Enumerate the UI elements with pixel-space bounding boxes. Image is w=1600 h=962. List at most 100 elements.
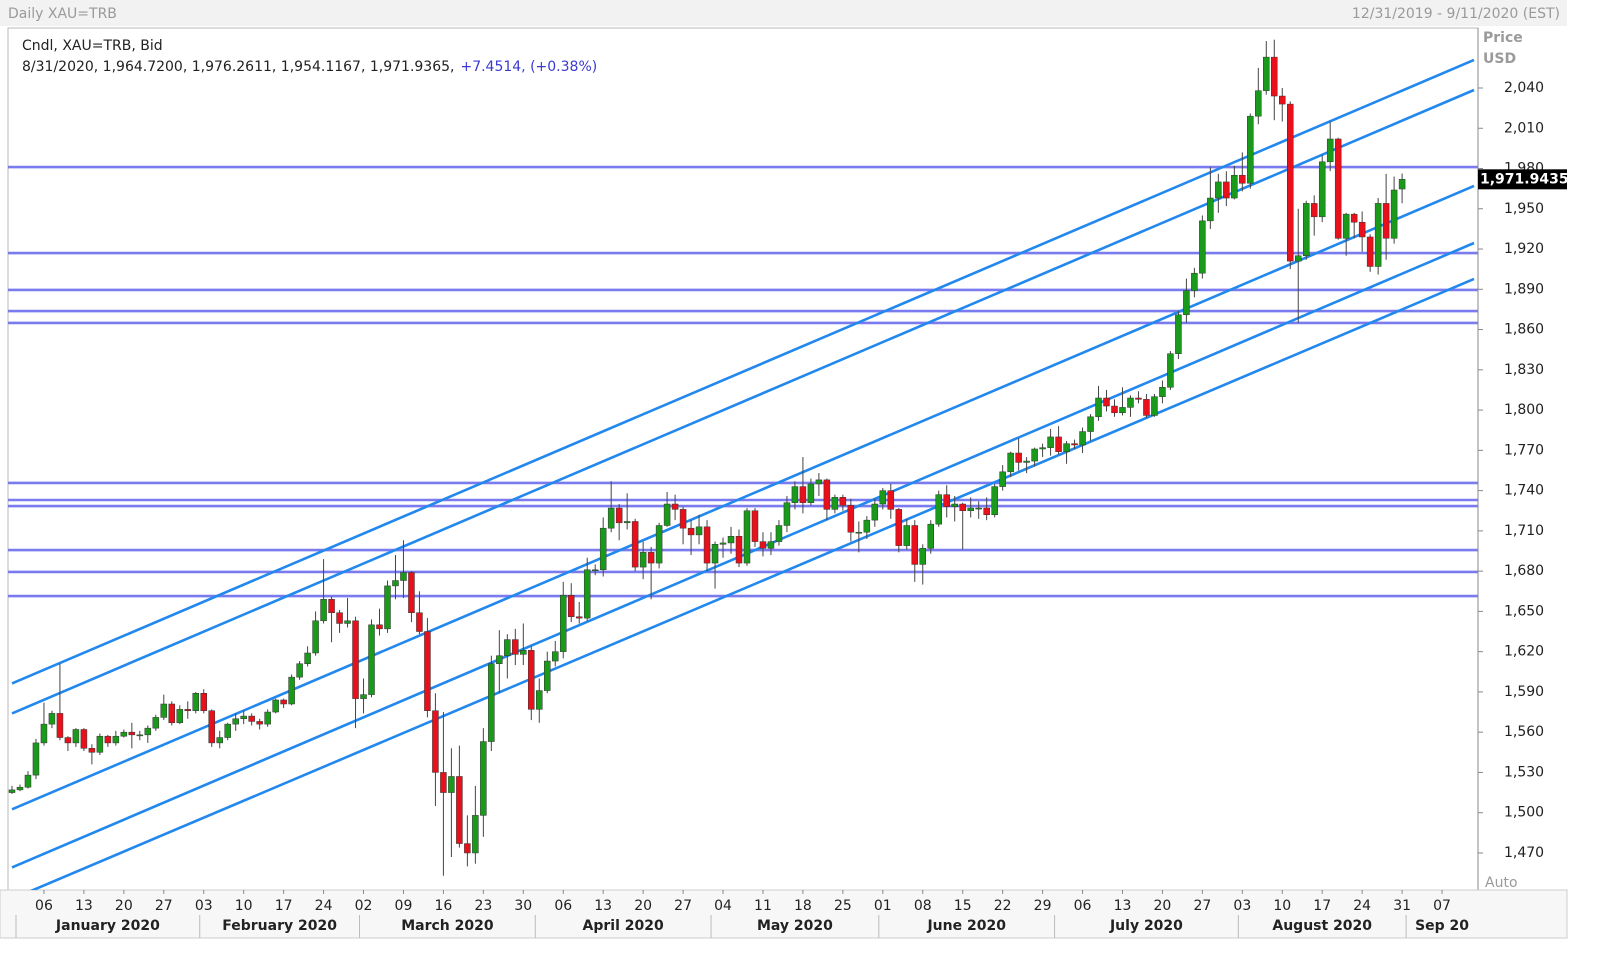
candle-body bbox=[184, 709, 192, 711]
x-tick-label: 20 bbox=[115, 898, 133, 914]
candle-body bbox=[1111, 405, 1118, 414]
candle-body bbox=[1350, 213, 1358, 223]
candle-body bbox=[1119, 407, 1126, 414]
y-tick-label: 1,500 bbox=[1504, 805, 1544, 821]
candle-body bbox=[544, 660, 551, 691]
x-tick-label: 10 bbox=[235, 898, 253, 914]
last-price-label: 1,971.9435 bbox=[1480, 171, 1569, 187]
candle-body bbox=[935, 494, 942, 525]
candle-body bbox=[1310, 203, 1318, 218]
channel-line bbox=[11, 241, 1475, 869]
month-label: Sep 20 bbox=[1415, 918, 1469, 934]
candle-body bbox=[472, 815, 479, 854]
x-tick-label: 31 bbox=[1393, 898, 1411, 914]
candle-body bbox=[432, 710, 439, 773]
x-tick-label: 11 bbox=[754, 898, 772, 914]
candle-body bbox=[1342, 213, 1350, 239]
candle-body bbox=[967, 507, 974, 511]
y-tick-label: 1,680 bbox=[1504, 563, 1544, 579]
y-tick-label: 1,650 bbox=[1504, 603, 1544, 619]
candle-body bbox=[144, 727, 152, 736]
x-tick-label: 25 bbox=[834, 898, 852, 914]
candle-body bbox=[807, 483, 815, 503]
candle-body bbox=[591, 569, 599, 572]
y-tick-label: 1,590 bbox=[1504, 684, 1544, 700]
candle-body bbox=[136, 734, 144, 737]
candle-body bbox=[192, 693, 199, 711]
candle-body bbox=[607, 507, 615, 529]
y-tick-label: 1,890 bbox=[1504, 281, 1544, 297]
x-tick-label: 24 bbox=[1353, 898, 1371, 914]
x-tick-label: 16 bbox=[434, 898, 452, 914]
month-label: June 2020 bbox=[926, 918, 1006, 934]
candle-body bbox=[1318, 161, 1326, 218]
candle-body bbox=[400, 572, 407, 581]
candle-body bbox=[1135, 397, 1142, 400]
x-tick-label: 17 bbox=[275, 898, 293, 914]
candle-body bbox=[216, 737, 223, 744]
candle-body bbox=[376, 624, 383, 630]
candle-body bbox=[552, 651, 559, 662]
x-tick-label: 23 bbox=[474, 898, 492, 914]
candle-body bbox=[480, 741, 487, 816]
candle-body bbox=[583, 569, 591, 619]
candle-body bbox=[1398, 179, 1406, 190]
y-tick-label: 1,830 bbox=[1504, 362, 1544, 378]
candle-body bbox=[424, 631, 431, 711]
candle-body bbox=[512, 639, 519, 655]
candle-body bbox=[1007, 452, 1014, 473]
x-tick-label: 13 bbox=[75, 898, 93, 914]
candle-body bbox=[903, 525, 911, 546]
x-tick-label: 27 bbox=[1193, 898, 1211, 914]
candle-body bbox=[1015, 452, 1022, 463]
candle-body bbox=[751, 510, 759, 542]
candle-body bbox=[1390, 189, 1398, 239]
candle-body bbox=[520, 650, 527, 655]
candle-body bbox=[943, 494, 950, 507]
candle-body bbox=[711, 544, 719, 564]
candle-body bbox=[783, 502, 791, 526]
candle-body bbox=[1223, 181, 1230, 199]
candle-body bbox=[16, 786, 24, 791]
candle-body bbox=[368, 624, 375, 695]
x-axis-band bbox=[0, 889, 1568, 939]
x-tick-label: 20 bbox=[1154, 898, 1172, 914]
x-tick-label: 07 bbox=[1433, 898, 1451, 914]
x-tick-label: 22 bbox=[994, 898, 1012, 914]
candle-body bbox=[360, 694, 367, 699]
candle-body bbox=[32, 742, 40, 776]
y-tick-label: 1,530 bbox=[1504, 764, 1544, 780]
x-tick-label: 10 bbox=[1273, 898, 1291, 914]
y-tick-label: 1,470 bbox=[1504, 845, 1544, 861]
candle-body bbox=[1247, 115, 1254, 184]
candle-body bbox=[623, 521, 631, 524]
candle-body bbox=[320, 599, 327, 622]
candle-body bbox=[655, 525, 663, 564]
y-tick-label: 2,010 bbox=[1504, 120, 1544, 136]
candle-body bbox=[767, 541, 775, 549]
candle-body bbox=[24, 774, 32, 788]
candle-body bbox=[1095, 397, 1102, 418]
x-tick-label: 06 bbox=[35, 898, 53, 914]
candle-body bbox=[128, 731, 136, 736]
candle-body bbox=[575, 616, 583, 619]
channel-line bbox=[11, 88, 1475, 715]
candle-body bbox=[815, 479, 823, 485]
candle-body bbox=[631, 521, 639, 568]
candle-body bbox=[647, 552, 655, 564]
candle-body bbox=[256, 721, 263, 725]
candle-body bbox=[160, 703, 168, 718]
candle-body bbox=[112, 735, 120, 744]
candle-body bbox=[1031, 448, 1038, 462]
y-tick-label: 2,040 bbox=[1504, 80, 1544, 96]
candle-body bbox=[1071, 443, 1078, 446]
candle-body bbox=[496, 655, 503, 664]
candle-body bbox=[911, 525, 919, 565]
candle-body bbox=[1263, 56, 1270, 91]
month-label: August 2020 bbox=[1272, 918, 1372, 934]
x-tick-label: 30 bbox=[514, 898, 532, 914]
x-tick-label: 20 bbox=[634, 898, 652, 914]
y-tick-label: 1,560 bbox=[1504, 724, 1544, 740]
candle-body bbox=[344, 620, 351, 624]
candle-body bbox=[440, 772, 447, 793]
